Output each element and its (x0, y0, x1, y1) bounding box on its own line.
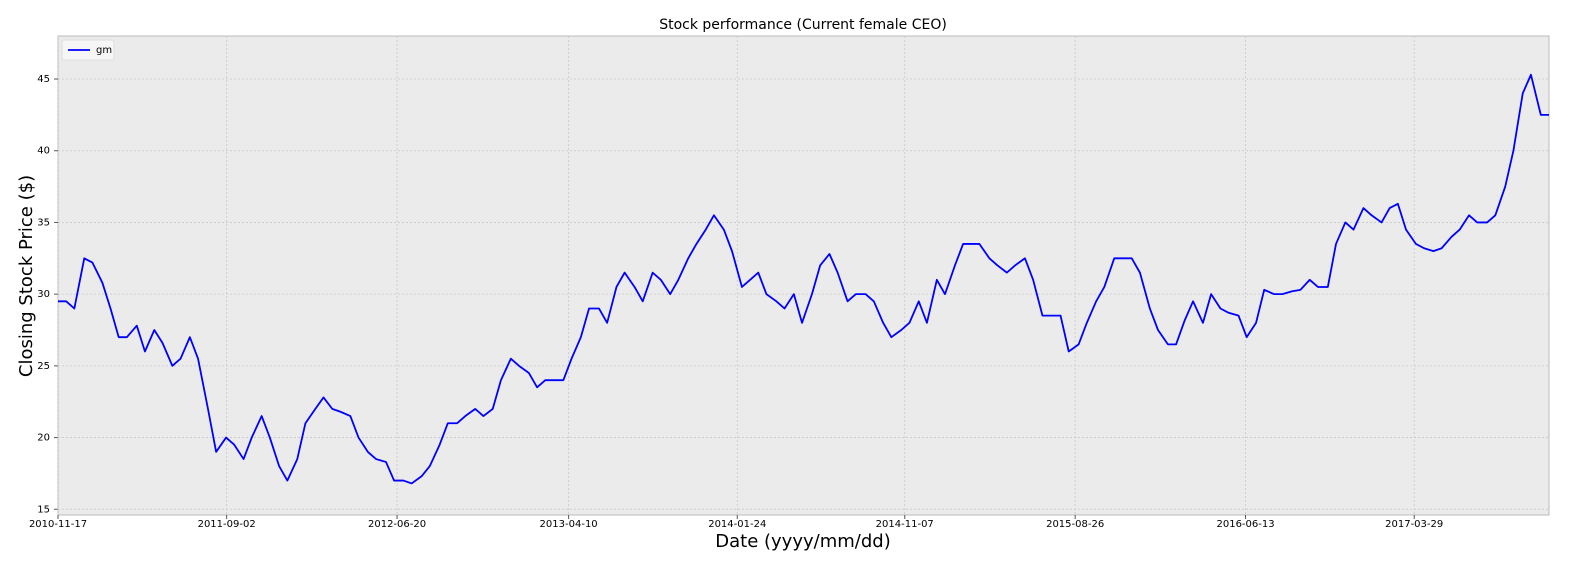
y-tick-label: 20 (37, 433, 50, 444)
x-tick-label: 2014-11-07 (876, 519, 934, 530)
y-tick-label: 40 (37, 146, 50, 157)
chart-title: Stock performance (Current female CEO) (659, 17, 947, 33)
y-tick-label: 15 (37, 504, 50, 515)
x-tick-label: 2014-01-24 (708, 519, 766, 530)
y-axis-label: Closing Stock Price ($) (16, 175, 37, 377)
legend: gm (61, 39, 115, 61)
legend-label: gm (96, 45, 112, 56)
x-axis-label: Date (yyyy/mm/dd) (715, 531, 890, 552)
y-tick-label: 35 (37, 217, 50, 228)
x-tick-label: 2015-08-26 (1046, 519, 1104, 530)
x-tick-label: 2013-04-10 (540, 519, 598, 530)
x-tick-label: 2012-06-20 (368, 519, 426, 530)
x-tick-label: 2017-03-29 (1385, 519, 1443, 530)
x-tick-label: 2016-06-13 (1216, 519, 1274, 530)
x-tick-label: 2010-11-17 (29, 519, 87, 530)
y-tick-label: 30 (37, 289, 50, 300)
data-line (58, 73, 1549, 485)
y-tick-label: 45 (37, 74, 50, 85)
x-tick-label: 2011-09-02 (198, 519, 256, 530)
y-tick-label: 25 (37, 361, 50, 372)
plot-area (57, 35, 1550, 516)
